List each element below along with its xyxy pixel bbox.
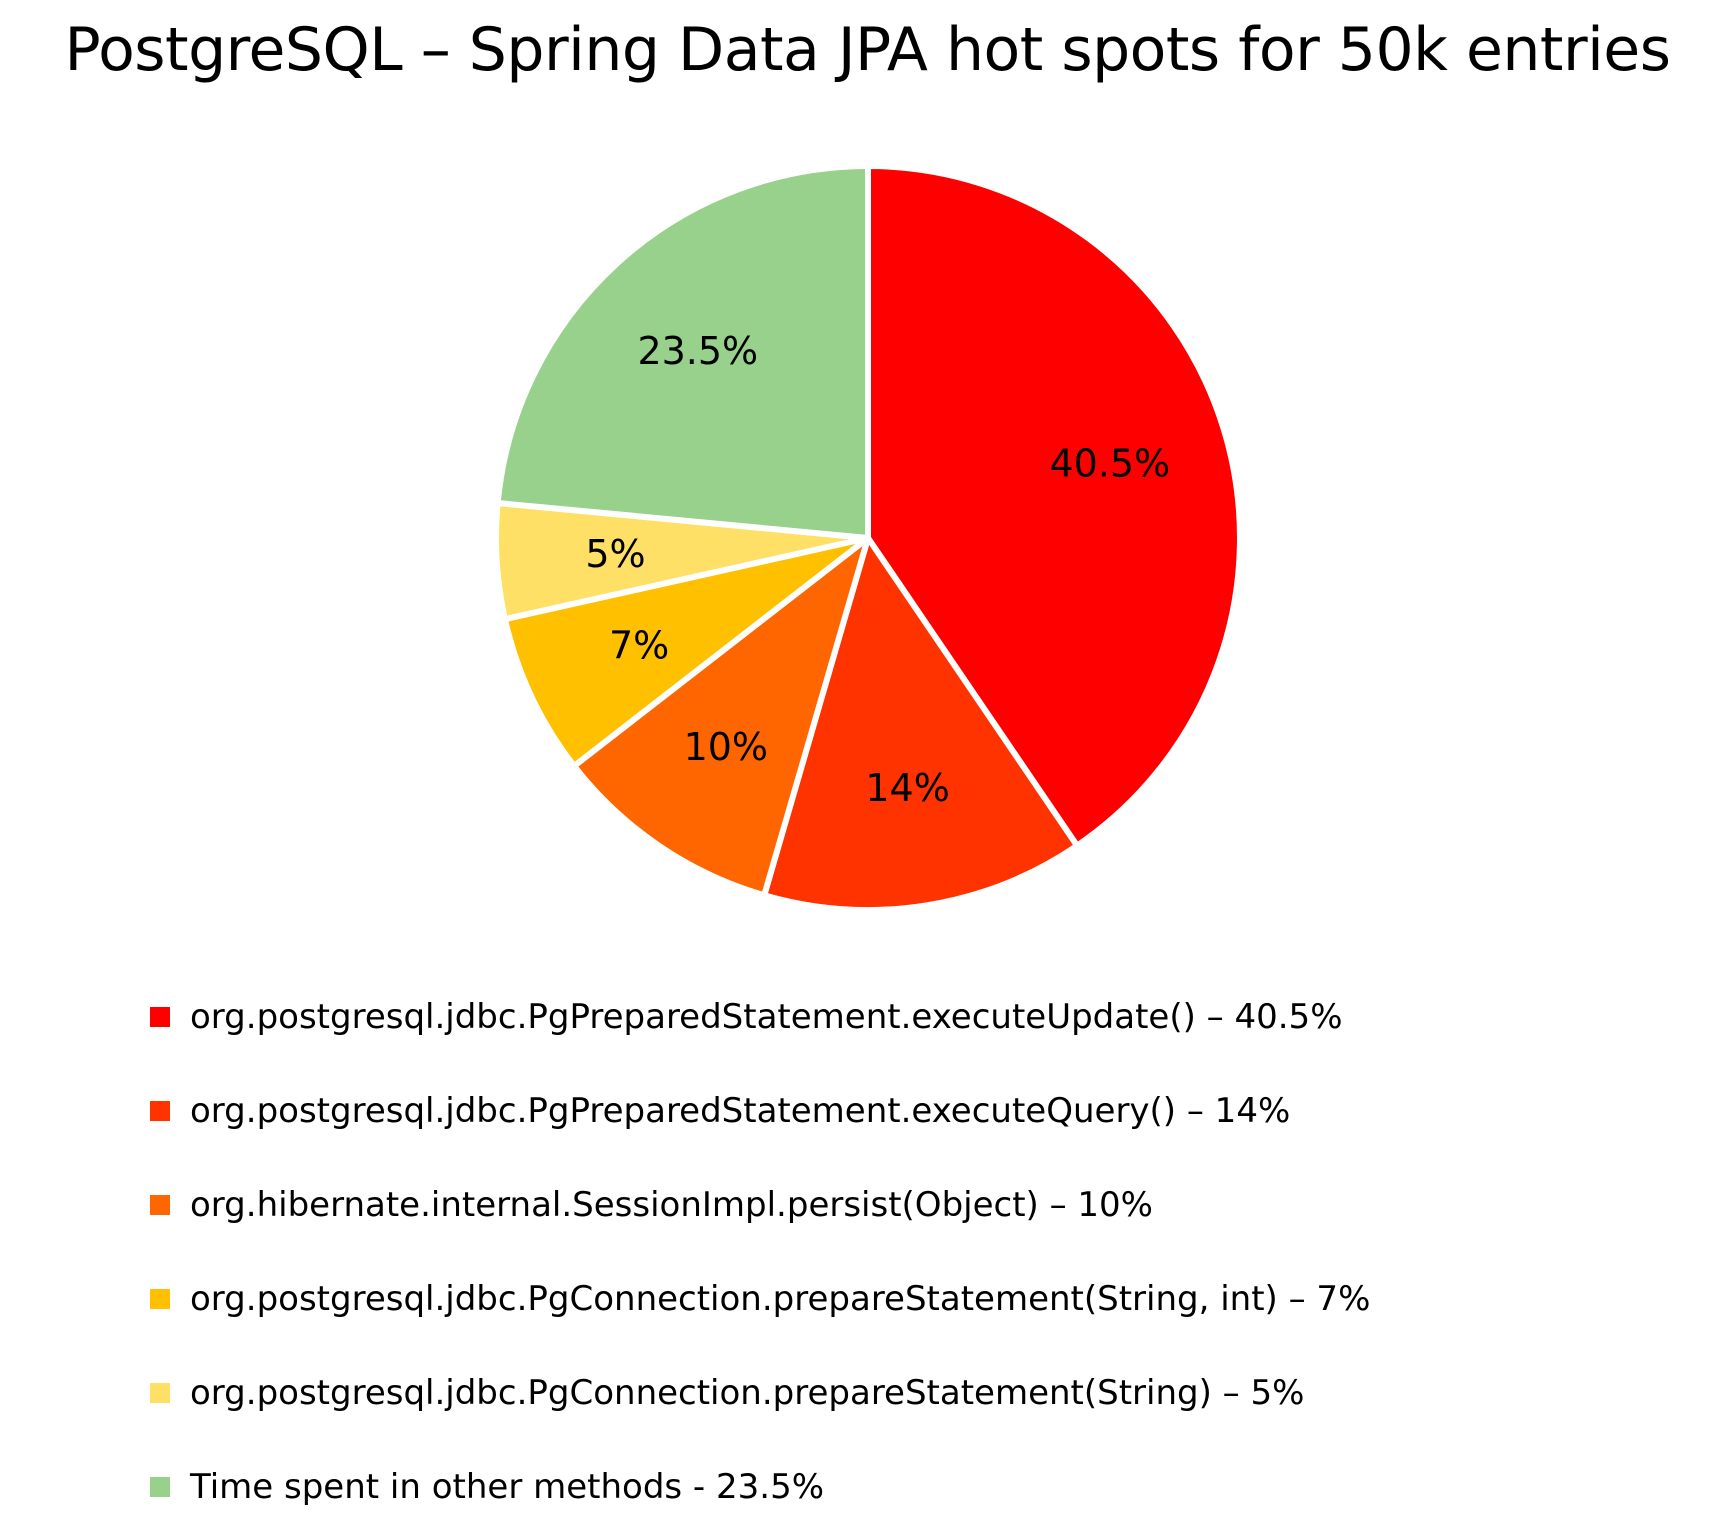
legend-swatch	[150, 1007, 170, 1027]
legend-item: org.postgresql.jdbc.PgConnection.prepare…	[150, 1252, 1710, 1346]
pie-data-label-3: 10%	[684, 725, 768, 769]
chart-title: PostgreSQL – Spring Data JPA hot spots f…	[64, 15, 1671, 85]
legend-label: org.postgresql.jdbc.PgPreparedStatement.…	[190, 997, 1343, 1037]
legend-label: org.postgresql.jdbc.PgConnection.prepare…	[190, 1279, 1371, 1319]
legend-swatch	[150, 1195, 170, 1215]
legend-label: org.postgresql.jdbc.PgPreparedStatement.…	[190, 1091, 1291, 1131]
legend-item: org.postgresql.jdbc.PgPreparedStatement.…	[150, 1064, 1710, 1158]
legend-swatch	[150, 1289, 170, 1309]
pie-data-label-1: 40.5%	[1049, 442, 1170, 486]
legend-label: org.hibernate.internal.SessionImpl.persi…	[190, 1185, 1153, 1225]
pie-data-label-5: 5%	[585, 532, 645, 576]
pie-slice-4	[501, 535, 871, 769]
legend-swatch	[150, 1477, 170, 1497]
pie-data-labels: 40.5% 14% 10% 7% 5% 23.5%	[585, 329, 1170, 810]
pie-slices	[493, 163, 1243, 913]
legend-item: org.postgresql.jdbc.PgConnection.prepare…	[150, 1346, 1710, 1440]
legend-label: Time spent in other methods - 23.5%	[190, 1467, 825, 1507]
legend-item: Time spent in other methods - 23.5%	[150, 1440, 1710, 1534]
pie-chart: 40.5% 14% 10% 7% 5% 23.5%	[493, 163, 1243, 913]
pie-data-label-2: 14%	[865, 766, 949, 810]
pie-slice-3	[571, 535, 871, 899]
pie-slice-1	[865, 163, 1243, 849]
legend-item: org.postgresql.jdbc.PgPreparedStatement.…	[150, 970, 1710, 1064]
pie-data-label-4: 7%	[609, 624, 669, 668]
legend-swatch	[150, 1101, 170, 1121]
legend-label: org.postgresql.jdbc.PgConnection.prepare…	[190, 1373, 1305, 1413]
legend-swatch	[150, 1383, 170, 1403]
pie-data-label-6: 23.5%	[637, 329, 758, 373]
legend-item: org.hibernate.internal.SessionImpl.persi…	[150, 1158, 1710, 1252]
pie-slice-6	[494, 163, 871, 541]
chart-legend: org.postgresql.jdbc.PgPreparedStatement.…	[150, 970, 1710, 1534]
